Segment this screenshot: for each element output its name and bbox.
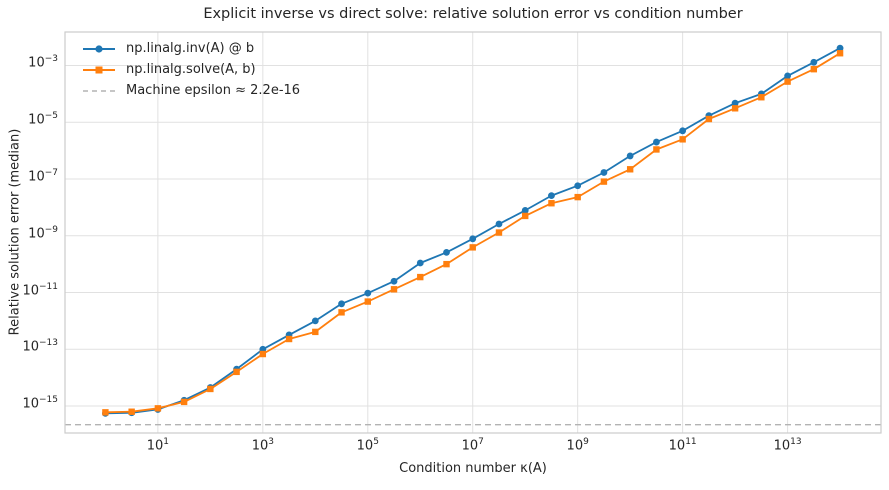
legend-label-inv: np.linalg.inv(A) @ b — [126, 41, 255, 56]
data-point-solve — [810, 65, 818, 73]
legend-line-circle-icon — [83, 44, 115, 53]
legend-item-epsilon: Machine epsilon ≈ 2.2e-16 — [81, 80, 300, 101]
data-point-solve — [417, 273, 424, 281]
data-point-solve — [233, 368, 240, 376]
data-point-inv — [784, 72, 791, 80]
data-point-solve — [390, 286, 398, 293]
data-point-inv — [443, 248, 450, 256]
legend-dashed-line-icon — [83, 89, 115, 92]
y-tick-label: 10−3 — [28, 54, 58, 71]
data-point-inv — [548, 192, 555, 200]
chart-title: Explicit inverse vs direct solve: relati… — [203, 6, 743, 22]
x-axis-label: Condition number κ(A) — [399, 461, 547, 476]
y-tick-label: 10−15 — [22, 395, 58, 412]
data-point-solve — [364, 298, 371, 305]
x-tick-label: 109 — [566, 437, 589, 454]
data-point-solve — [102, 409, 109, 416]
data-point-inv — [810, 58, 818, 66]
x-tick-label: 1011 — [668, 437, 697, 454]
data-point-inv — [390, 277, 398, 285]
y-tick-label: 10−9 — [28, 224, 58, 242]
data-point-solve — [443, 260, 450, 268]
x-tick-label: 107 — [461, 437, 484, 454]
data-point-inv — [311, 317, 319, 325]
y-tick-label: 10−5 — [28, 111, 58, 128]
data-point-solve — [154, 405, 162, 412]
x-tick-label: 101 — [146, 437, 170, 454]
data-point-solve — [259, 350, 267, 358]
data-point-inv — [495, 220, 503, 228]
plot-frame — [64, 31, 882, 434]
legend-label-epsilon: Machine epsilon ≈ 2.2e-16 — [126, 83, 301, 98]
data-point-solve — [548, 200, 555, 207]
data-point-solve — [836, 50, 844, 57]
data-point-inv — [626, 152, 634, 160]
y-tick-label: 10−11 — [22, 281, 58, 298]
data-point-solve — [784, 78, 791, 85]
data-point-inv — [600, 169, 608, 176]
data-point-solve — [574, 193, 581, 201]
data-point-solve — [705, 115, 713, 123]
data-point-inv — [653, 138, 660, 146]
legend: np.linalg.inv(A) @ b np.linalg.solve(A, … — [81, 38, 300, 101]
data-point-solve — [338, 309, 345, 316]
data-point-inv — [731, 99, 739, 107]
data-point-solve — [600, 178, 608, 185]
data-point-solve — [626, 166, 634, 173]
data-point-solve — [469, 244, 476, 251]
data-point-solve — [679, 136, 686, 143]
y-tick-label: 10−7 — [28, 168, 58, 185]
data-point-solve — [180, 398, 188, 406]
data-point-solve — [285, 335, 293, 343]
data-point-inv — [364, 289, 372, 297]
x-tick-label: 105 — [356, 437, 379, 454]
data-point-inv — [679, 127, 687, 135]
y-tick-label: 10−13 — [22, 338, 58, 355]
data-point-solve — [758, 94, 765, 101]
data-point-solve — [731, 105, 739, 112]
data-point-inv — [338, 300, 345, 308]
data-point-solve — [653, 146, 660, 153]
data-point-inv — [469, 235, 477, 243]
legend-line-square-icon — [83, 66, 115, 73]
data-point-inv — [836, 44, 844, 52]
data-point-solve — [312, 328, 319, 336]
y-axis-label: Relative solution error (median) — [7, 128, 23, 336]
data-point-inv — [521, 207, 529, 214]
x-tick-label: 1013 — [773, 437, 802, 454]
data-point-solve — [128, 408, 135, 415]
x-tick-label: 103 — [251, 437, 274, 454]
data-point-solve — [207, 385, 214, 393]
data-point-inv — [574, 182, 582, 190]
data-point-inv — [416, 259, 424, 267]
legend-item-inv: np.linalg.inv(A) @ b — [81, 38, 300, 59]
data-point-solve — [495, 229, 503, 236]
data-point-solve — [522, 212, 529, 220]
legend-item-solve: np.linalg.solve(A, b) — [81, 59, 300, 80]
legend-label-solve: np.linalg.solve(A, b) — [126, 62, 256, 77]
